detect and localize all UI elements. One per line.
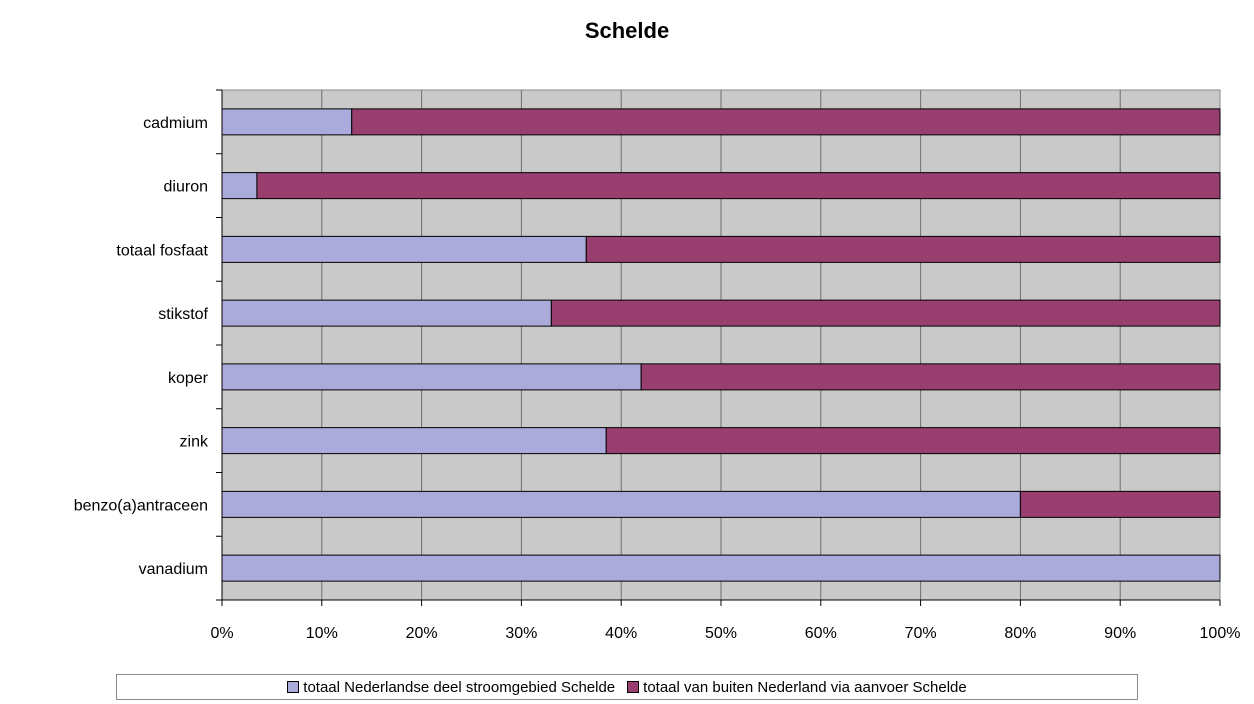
x-tick-label: 10% [306, 625, 338, 642]
category-label: benzo(a)antraceen [74, 497, 208, 514]
y-axis-labels: cadmium diuron totaal fosfaat stikstof koper… [74, 115, 209, 578]
x-axis-labels: 0% 10% 20% 30% 40% 50% 60% 70% 80% 90% 100% [210, 625, 1240, 642]
category-label: diuron [164, 179, 208, 196]
category-label: vanadium [139, 561, 208, 578]
axes [216, 89, 1221, 606]
bar-series-1 [221, 172, 258, 200]
x-tick-label: 100% [1200, 625, 1241, 642]
category-label: stikstof [158, 306, 208, 323]
legend: totaal Nederlandse deel stroomgebied Sch… [116, 674, 1138, 700]
bar-series-2 [1019, 490, 1221, 518]
bar-series-1 [221, 235, 587, 263]
legend-label-series-1: totaal Nederlandse deel stroomgebied Sch… [303, 678, 616, 696]
x-tick-label: 50% [705, 625, 737, 642]
bars [221, 108, 1221, 582]
legend-swatch-series-1 [287, 681, 300, 693]
bar-series-1 [221, 299, 552, 327]
category-label: koper [168, 370, 209, 387]
category-label: cadmium [143, 115, 208, 132]
bar-series-2 [256, 172, 1221, 200]
legend-item-series-2: totaal van buiten Nederland via aanvoer … [627, 679, 967, 696]
bar-series-2 [550, 299, 1221, 327]
legend-item-series-1: totaal Nederlandse deel stroomgebied Sch… [287, 679, 615, 696]
x-tick-label: 20% [406, 625, 438, 642]
legend-swatch-series-2 [627, 681, 640, 693]
category-label: totaal fosfaat [116, 242, 208, 259]
bar-series-1 [221, 490, 1021, 518]
x-tick-label: 0% [210, 625, 233, 642]
x-tick-label: 40% [605, 625, 637, 642]
chart-area: cadmium diuron totaal fosfaat stikstof koper… [74, 89, 1240, 642]
bar-series-1 [221, 554, 1221, 582]
bar-series-2 [605, 427, 1221, 455]
x-tick-label: 60% [805, 625, 837, 642]
bar-series-1 [221, 363, 642, 391]
x-tick-label: 30% [505, 625, 537, 642]
bar-series-2 [640, 363, 1221, 391]
legend-label-series-2: totaal van buiten Nederland via aanvoer … [643, 678, 967, 696]
x-tick-label: 90% [1104, 625, 1136, 642]
bar-series-2 [351, 108, 1221, 136]
bar-series-2 [585, 235, 1221, 263]
chart-title: Schelde [584, 18, 670, 43]
x-tick-label: 70% [905, 625, 937, 642]
category-label: zink [180, 434, 209, 451]
bar-series-1 [221, 427, 607, 455]
x-tick-label: 80% [1004, 625, 1036, 642]
bar-series-1 [221, 108, 353, 136]
